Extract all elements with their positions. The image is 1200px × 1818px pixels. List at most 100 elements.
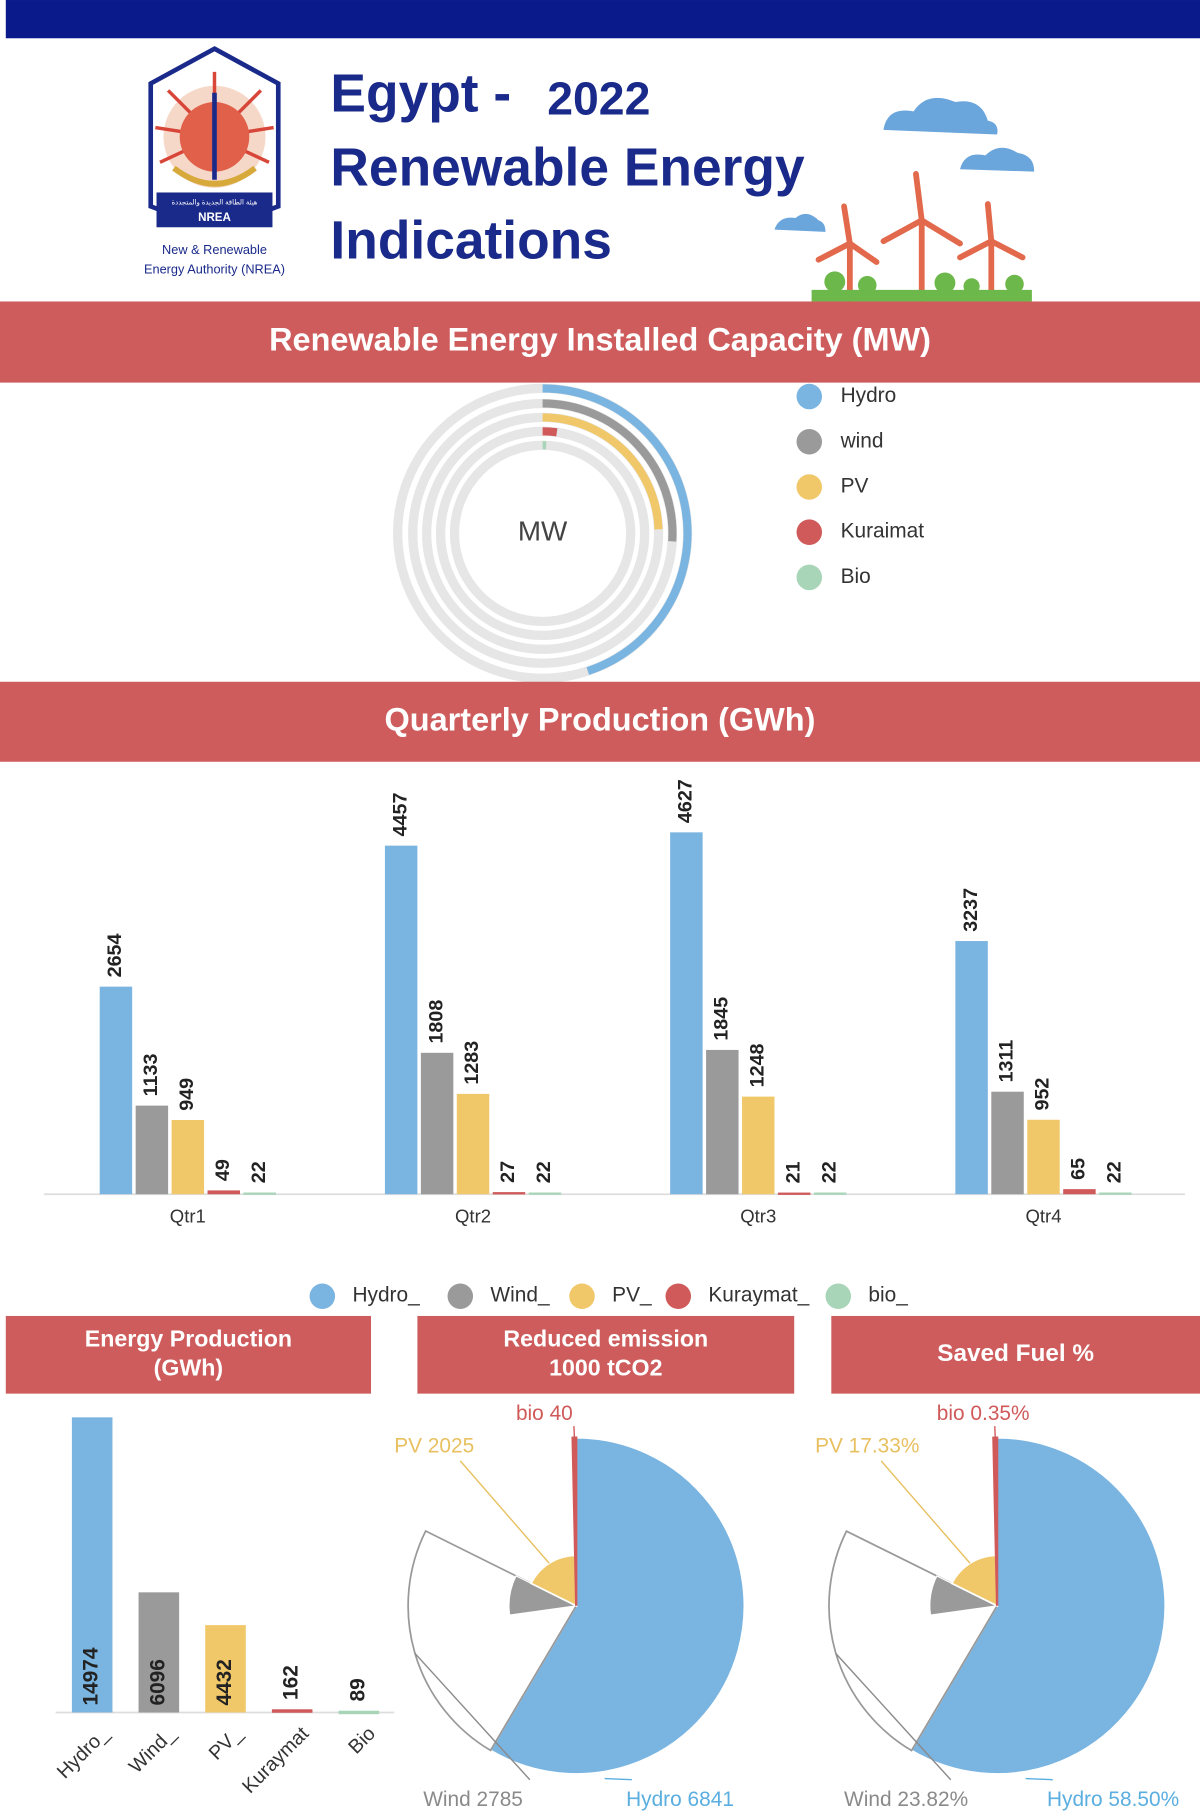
legend-marker <box>825 1283 852 1309</box>
value-label: 22 <box>818 1161 840 1183</box>
bar <box>420 1052 454 1195</box>
legend-marker <box>665 1283 692 1309</box>
value-label: 21 <box>782 1161 804 1183</box>
radial-bar <box>542 413 663 530</box>
radial-bar <box>542 427 558 437</box>
bar <box>777 1192 811 1195</box>
value-label: 2654 <box>104 934 126 978</box>
value-label: PV 2025 <box>394 1434 474 1457</box>
bar <box>456 1093 490 1195</box>
value-label: 1248 <box>746 1043 768 1087</box>
x-tick-label: Qtr4 <box>1025 1205 1061 1226</box>
legend-label: Wind_ <box>490 1284 550 1307</box>
pie-slice-inner <box>508 1575 579 1616</box>
value-label: Hydro 6841 <box>626 1788 734 1811</box>
leader-line <box>1025 1777 1053 1781</box>
x-tick-label: Qtr3 <box>740 1205 776 1226</box>
bar <box>1027 1119 1060 1195</box>
chart-title: Energy Production <box>85 1325 292 1351</box>
leader-line <box>880 1460 971 1564</box>
title-band <box>831 1315 1200 1394</box>
bar <box>670 832 703 1195</box>
cloud <box>883 97 998 135</box>
radial-bar <box>542 384 692 675</box>
leader-line <box>835 1653 952 1781</box>
legend-marker <box>796 474 823 500</box>
center-label: MW <box>518 516 568 547</box>
title-band <box>5 1315 372 1394</box>
legend-marker <box>796 383 823 410</box>
pie-slice <box>489 1436 746 1775</box>
value-label: bio 0.35% <box>937 1402 1030 1425</box>
logo-caption: New & Renewable <box>162 242 267 257</box>
x-tick-label: PV_ <box>205 1722 248 1765</box>
value-label: Hydro 58.50% <box>1047 1788 1179 1811</box>
legend-marker <box>796 564 823 591</box>
value-label: 4627 <box>675 779 697 823</box>
chart-title: 1000 tCO2 <box>549 1354 662 1380</box>
pie-slice <box>529 1554 578 1608</box>
value-label: 3237 <box>960 888 982 932</box>
value-label: 952 <box>1032 1078 1054 1111</box>
x-tick-label: Hydro_ <box>53 1722 114 1783</box>
value-label: 162 <box>280 1665 303 1700</box>
leader-line <box>573 1426 576 1438</box>
title-year: 2022 <box>547 72 650 124</box>
legend-marker <box>796 429 823 455</box>
bar <box>384 845 418 1195</box>
chart-title: Quarterly Production (GWh) <box>385 701 816 737</box>
legend-marker <box>796 519 823 545</box>
bar <box>138 1592 180 1713</box>
bar <box>271 1709 313 1713</box>
bar <box>171 1119 205 1195</box>
bar <box>135 1105 169 1195</box>
logo: هيئة الطاقة الجديدة والمتجددة NREA New &… <box>144 46 285 277</box>
value-label: 949 <box>176 1078 198 1111</box>
bar <box>99 986 133 1195</box>
value-label: 4457 <box>389 792 411 836</box>
value-label: 1311 <box>996 1040 1018 1083</box>
legend-marker <box>569 1283 595 1309</box>
value-label: 1845 <box>711 997 733 1041</box>
legend-marker <box>447 1283 474 1309</box>
value-label: bio 40 <box>516 1402 573 1425</box>
value-label: 1808 <box>425 1000 447 1044</box>
title-band <box>417 1315 795 1394</box>
bar <box>243 1192 276 1195</box>
cloud <box>960 147 1035 172</box>
leader-line <box>459 1460 550 1564</box>
chart-title: Reduced emission <box>503 1325 708 1351</box>
value-label: 1283 <box>461 1041 483 1085</box>
x-tick-label: Bio <box>344 1723 380 1759</box>
legend-label: wind <box>840 429 884 452</box>
value-label: 89 <box>346 1678 369 1701</box>
legend-marker <box>309 1283 336 1309</box>
legend-label: Bio <box>841 565 871 588</box>
bar <box>528 1192 562 1195</box>
leader-line <box>414 1652 531 1781</box>
value-label: 65 <box>1068 1158 1090 1180</box>
bar <box>71 1417 113 1713</box>
cloud <box>774 213 826 232</box>
legend-label: Hydro <box>841 384 897 407</box>
value-label: 49 <box>212 1159 234 1181</box>
bar <box>1099 1192 1132 1195</box>
bar <box>706 1049 739 1195</box>
logo-banner <box>156 192 273 228</box>
value-label: 4432 <box>213 1659 236 1705</box>
logo-caption: Energy Authority (NREA) <box>144 262 285 277</box>
chart-title: Saved Fuel % <box>937 1340 1094 1367</box>
decoration <box>774 97 1035 303</box>
bar <box>1063 1189 1096 1195</box>
value-label: PV 17.33% <box>815 1434 919 1457</box>
trees <box>811 271 1032 302</box>
x-tick-label: Wind_ <box>125 1722 181 1778</box>
pie-slice <box>910 1436 1167 1775</box>
logo-name: NREA <box>198 212 231 224</box>
chart-title: (GWh) <box>154 1354 223 1380</box>
value-label: Wind 2785 <box>423 1788 523 1811</box>
logo-wreath <box>172 165 257 187</box>
value-label: 14974 <box>80 1647 103 1705</box>
bar <box>207 1190 240 1195</box>
